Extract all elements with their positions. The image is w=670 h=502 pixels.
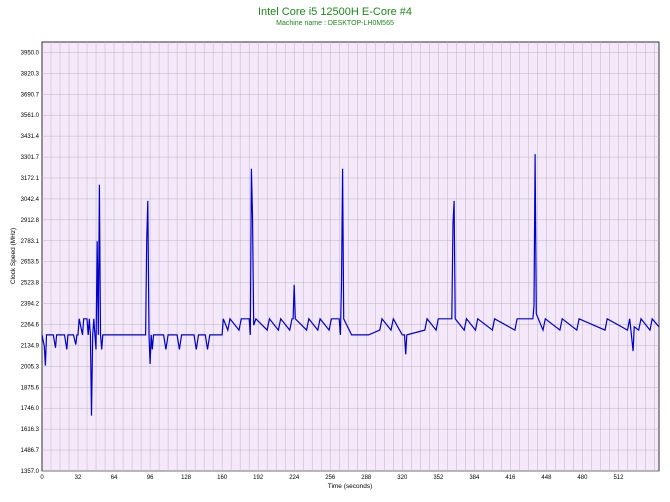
y-tick-label: 3042.4: [21, 197, 40, 203]
y-tick-label: 1746.0: [21, 406, 40, 412]
x-tick-label: 288: [361, 475, 372, 481]
chart-title: Intel Core i5 12500H E-Core #4: [257, 6, 413, 18]
y-tick-label: 2005.3: [21, 364, 40, 370]
y-tick-label: 3820.3: [21, 71, 40, 77]
x-tick-label: 384: [469, 475, 480, 481]
y-tick-label: 3561.0: [21, 113, 40, 119]
x-tick-label: 192: [253, 475, 264, 481]
chart-subtitle: Machine name : DESKTOP-LH0M565: [276, 20, 394, 27]
x-tick-label: 224: [289, 475, 300, 481]
y-tick-label: 1875.6: [21, 385, 40, 391]
x-tick-label: 448: [541, 475, 552, 481]
y-axis-ticks: 3950.0 3820.3 3690.7 3561.0 3431.4 3301.7 3172…: [21, 50, 40, 475]
x-tick-label: 32: [75, 475, 82, 481]
y-axis-label: Clock Speed (MHz): [10, 228, 17, 284]
y-tick-label: 1486.7: [21, 448, 40, 454]
y-tick-label: 2653.5: [21, 260, 40, 266]
y-tick-label: 2264.6: [21, 322, 40, 328]
x-tick-label: 0: [40, 475, 44, 481]
y-tick-label: 2912.8: [21, 218, 40, 224]
x-tick-label: 160: [217, 475, 228, 481]
x-tick-label: 96: [147, 475, 154, 481]
x-tick-label: 480: [577, 475, 588, 481]
x-tick-label: 64: [111, 475, 118, 481]
y-tick-label: 2134.9: [21, 343, 40, 349]
x-axis-ticks: 0 32 64 96 128 160 192 224 256 288 320 352 384 416 448…: [40, 475, 624, 481]
y-tick-label: 3690.7: [21, 92, 40, 98]
y-tick-label: 3172.1: [21, 176, 40, 182]
y-tick-label: 1357.0: [21, 469, 40, 475]
y-tick-label: 3301.7: [21, 155, 40, 161]
plot-area: [41, 41, 660, 472]
x-tick-label: 256: [325, 475, 336, 481]
y-tick-label: 2394.2: [21, 302, 40, 308]
x-tick-label: 512: [613, 475, 624, 481]
x-tick-label: 416: [505, 475, 516, 481]
clock-speed-series-line: [41, 154, 660, 416]
x-tick-label: 352: [433, 475, 444, 481]
x-tick-label: 128: [181, 475, 192, 481]
y-tick-label: 2523.8: [21, 281, 40, 287]
y-tick-label: 2783.1: [21, 239, 40, 245]
y-tick-label: 1616.3: [21, 427, 40, 433]
grid-lines: [42, 42, 659, 472]
y-tick-label: 3950.0: [21, 50, 40, 56]
y-tick-label: 3431.4: [21, 134, 40, 140]
x-axis-label: Time (seconds): [328, 483, 373, 490]
x-tick-label: 320: [397, 475, 408, 481]
